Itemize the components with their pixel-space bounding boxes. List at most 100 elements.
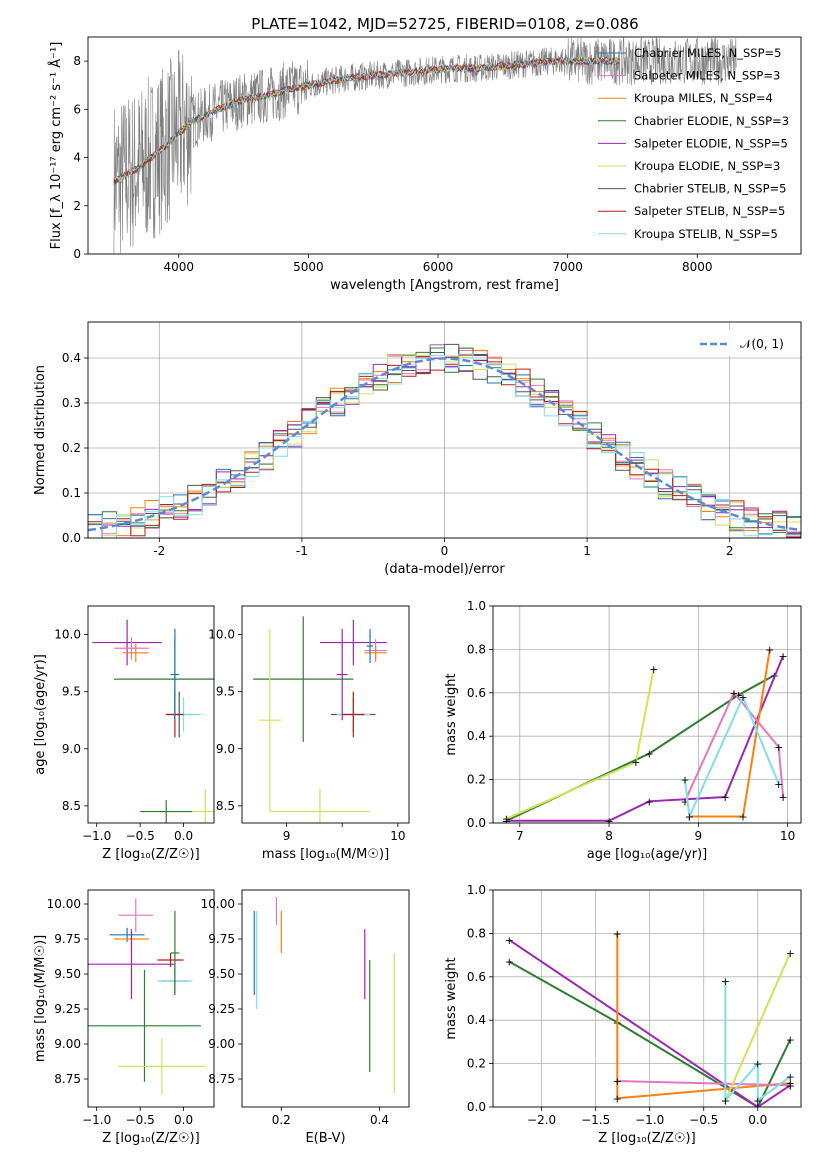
metallicity-mass-panel: −1.0 −0.5 0.0 8.75 9.00 9.25 9.50 9.75 10.00 Z [l… bbox=[33, 889, 215, 1146]
plot-area bbox=[88, 322, 801, 538]
y-tick-label: 9.00 bbox=[54, 1037, 81, 1051]
y-tick-label: 2 bbox=[73, 199, 81, 213]
y-tick-label: 10.00 bbox=[47, 897, 81, 911]
y-axis-label: age [log₁₀(age/yr)] bbox=[33, 654, 48, 775]
x-tick-label: 1 bbox=[583, 544, 591, 558]
y-axis-label: mass [log₁₀(M/M☉)] bbox=[33, 935, 48, 1062]
weight-marker: + bbox=[505, 956, 514, 969]
axes-frame bbox=[241, 889, 410, 1108]
mass-age-panel: 9 10 8.5 9.0 9.5 10.0 mass [log₁₀(M/M☉)] bbox=[208, 605, 410, 862]
y-tick-label: 8.75 bbox=[208, 1072, 235, 1086]
y-tick-label: 10.0 bbox=[208, 628, 235, 642]
y-tick-label: 0 bbox=[73, 247, 81, 261]
y-tick-label: 6 bbox=[73, 102, 81, 116]
y-tick-label: 0.0 bbox=[62, 531, 81, 545]
weight-marker: + bbox=[645, 748, 654, 761]
weight-marker: + bbox=[729, 687, 738, 700]
x-tick-label: 8000 bbox=[682, 260, 713, 274]
legend-entry: Salpeter MILES, N_SSP=3 bbox=[634, 69, 780, 83]
x-tick-label: -1 bbox=[296, 544, 308, 558]
weight-marker: + bbox=[774, 778, 783, 791]
weight-marker: + bbox=[753, 1101, 762, 1114]
y-axis-label: Flux [f_λ 10⁻¹⁷ erg cm⁻² s⁻¹ Å⁻¹] bbox=[48, 42, 64, 250]
x-tick-label: 0.0 bbox=[748, 1113, 767, 1127]
weight-marker: + bbox=[502, 815, 511, 828]
x-axis-label: wavelength [Angstrom, rest frame] bbox=[330, 278, 559, 293]
x-axis-label: mass [log₁₀(M/M☉)] bbox=[262, 847, 389, 862]
x-tick-label: 5000 bbox=[293, 260, 324, 274]
spectrum-model-line-7 bbox=[113, 56, 620, 185]
metallicity-age-panel: −1.0 −0.5 0.0 8.5 9.0 9.5 10.0 Z [log₁₀(Z/Z☉)] a… bbox=[33, 605, 215, 862]
axes-frame bbox=[87, 321, 802, 539]
y-tick-label: 0.2 bbox=[467, 1057, 486, 1071]
x-axis-label: Z [log₁₀(Z/Z☉)] bbox=[102, 847, 199, 862]
weight-marker: + bbox=[685, 810, 694, 823]
weight-marker: + bbox=[680, 795, 689, 808]
x-tick-label: −1.0 bbox=[82, 1113, 111, 1127]
axes-frame bbox=[87, 889, 215, 1108]
x-tick-label: 10 bbox=[390, 829, 405, 843]
x-tick-label: 2 bbox=[726, 544, 734, 558]
y-tick-label: 1.0 bbox=[467, 599, 486, 613]
x-tick-label: −1.0 bbox=[82, 829, 111, 843]
x-tick-label: 0.0 bbox=[174, 1113, 193, 1127]
axes-frame bbox=[492, 605, 802, 824]
weight-marker: + bbox=[786, 1071, 795, 1084]
weight-marker: + bbox=[753, 1058, 762, 1071]
weight-marker: + bbox=[721, 975, 730, 988]
y-tick-label: 0.2 bbox=[62, 441, 81, 455]
weight-marker: + bbox=[779, 791, 788, 804]
y-axis-label: mass weight bbox=[444, 957, 459, 1039]
x-axis-label: Z [log₁₀(Z/Z☉)] bbox=[102, 1131, 199, 1146]
legend-entry: Chabrier MILES, N_SSP=5 bbox=[634, 46, 781, 60]
age-weight-panel: +++++ ++ +++ +++++++++++++7 8 9 10 0.0 0.2 0.4 0.6… bbox=[444, 599, 802, 862]
x-tick-label: 8 bbox=[605, 829, 613, 843]
weight-marker: + bbox=[645, 795, 654, 808]
plot-area bbox=[253, 616, 387, 823]
weight-series-4 bbox=[683, 690, 785, 802]
x-tick-label: −0.5 bbox=[126, 829, 155, 843]
y-tick-label: 9.0 bbox=[216, 742, 235, 756]
weight-series-0 bbox=[508, 960, 792, 1107]
y-tick-label: 10.0 bbox=[54, 628, 81, 642]
x-tick-label: 7 bbox=[516, 829, 524, 843]
y-tick-label: 9.75 bbox=[208, 932, 235, 946]
y-tick-label: 0.2 bbox=[467, 773, 486, 787]
weight-marker: + bbox=[774, 741, 783, 754]
legend-entry: Salpeter ELODIE, N_SSP=5 bbox=[634, 136, 788, 150]
y-tick-label: 0.6 bbox=[467, 970, 486, 984]
x-axis-label: (data-model)/error bbox=[384, 562, 505, 577]
weight-series-5 bbox=[683, 694, 780, 821]
y-tick-label: 9.25 bbox=[54, 1002, 81, 1016]
y-tick-label: 8.5 bbox=[62, 799, 81, 813]
y-tick-label: 1.0 bbox=[467, 883, 486, 897]
weight-marker: + bbox=[738, 810, 747, 823]
y-axis-label: mass weight bbox=[444, 673, 459, 755]
x-tick-label: −0.5 bbox=[126, 1113, 155, 1127]
ebv-mass-panel: 0.2 0.4 8.75 9.00 9.25 9.50 9.75 10.00 E(B-V) bbox=[201, 889, 410, 1146]
residual-histogram-panel: -2 -1 0 1 2 0.0 0.1 0.2 0.3 0.4 (data-model)/error… bbox=[33, 321, 802, 577]
figure-title: PLATE=1042, MJD=52725, FIBERID=0108, z=0… bbox=[251, 15, 638, 33]
y-tick-label: 0.6 bbox=[467, 686, 486, 700]
plot-area bbox=[113, 37, 737, 254]
weight-marker: + bbox=[734, 689, 743, 702]
y-tick-label: 9.50 bbox=[208, 967, 235, 981]
x-tick-label: −1.0 bbox=[635, 1113, 664, 1127]
y-tick-label: 0.8 bbox=[467, 926, 486, 940]
x-tick-label: 0 bbox=[441, 544, 449, 558]
legend-entry: 𝒩(0, 1) bbox=[740, 337, 784, 351]
x-tick-label: 0.4 bbox=[370, 1113, 389, 1127]
y-tick-label: 0.8 bbox=[467, 642, 486, 656]
weight-marker: + bbox=[721, 1094, 730, 1107]
weight-series-2 bbox=[616, 933, 791, 1100]
y-tick-label: 9.00 bbox=[208, 1037, 235, 1051]
y-tick-label: 0.0 bbox=[467, 816, 486, 830]
y-tick-label: 8.75 bbox=[54, 1072, 81, 1086]
axes-frame bbox=[87, 605, 215, 824]
residual-hist-8 bbox=[88, 353, 801, 538]
y-tick-label: 8.5 bbox=[216, 799, 235, 813]
x-axis-label: age [log₁₀(age/yr)] bbox=[587, 847, 708, 862]
y-tick-label: 9.75 bbox=[54, 932, 81, 946]
x-axis-label: E(B-V) bbox=[305, 1131, 345, 1146]
